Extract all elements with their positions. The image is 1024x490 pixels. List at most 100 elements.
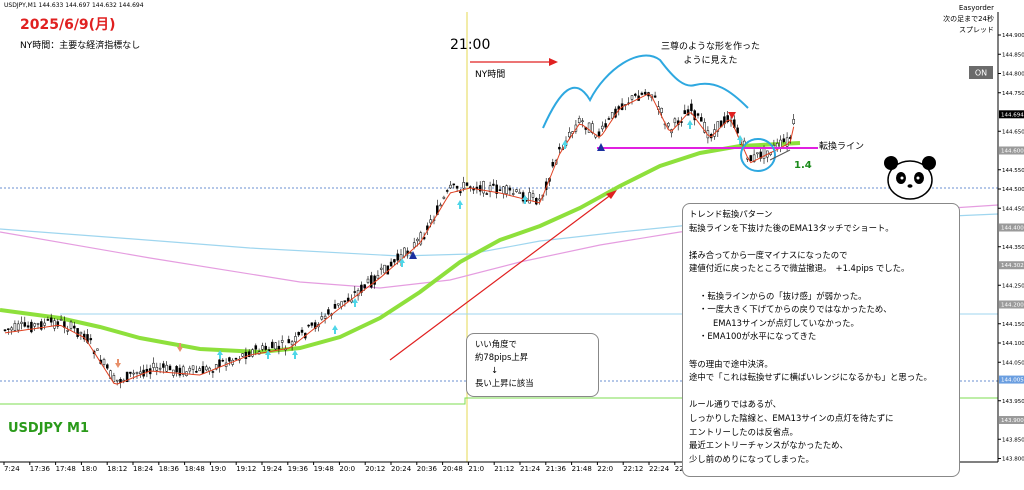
text-line: ・EMA100が水平になってきた <box>699 331 817 342</box>
text-line: しっかりした陰線と、EMA13サインの点灯を待たずに <box>689 412 894 423</box>
candle-body <box>152 362 155 368</box>
candle-body <box>518 191 522 194</box>
candle-body <box>508 187 512 191</box>
candle-body <box>759 151 762 159</box>
pattern-note-line: 三尊のような形を作った <box>661 42 761 52</box>
candle-body <box>178 367 182 376</box>
price-label: 144.100 <box>1002 341 1024 347</box>
candle-body <box>445 190 449 192</box>
time-label: 17:48 <box>56 465 76 473</box>
text-line: エントリーしたのは反省点。 <box>689 426 798 437</box>
arrow-head <box>549 58 558 66</box>
candle-body <box>505 185 508 194</box>
candle-body <box>125 371 129 382</box>
candle-body <box>310 322 314 326</box>
candle-body <box>307 324 310 327</box>
commentary-box: トレンド転換パターン 転換ラインを下抜けた後のEMA13タッチでショート。 揉み合っ… <box>682 203 960 477</box>
candle-body <box>175 366 178 373</box>
candle-body <box>482 181 485 194</box>
candle-body <box>416 238 419 242</box>
candle-body <box>478 185 482 192</box>
time-label: 19:0 <box>210 465 226 473</box>
time-label: 19:36 <box>288 465 309 473</box>
candle-body <box>634 93 637 96</box>
ea-line: 次の足まで24秒 <box>943 15 994 23</box>
candle-body <box>76 328 79 337</box>
time-label: 19:48 <box>314 465 334 473</box>
candle-body <box>23 322 27 327</box>
price-label: 143.850 <box>1002 437 1024 443</box>
price-label: 143.950 <box>1002 399 1024 405</box>
candle-body <box>191 365 195 370</box>
candle-body <box>73 325 76 329</box>
candle-body <box>452 183 456 186</box>
candle-body <box>313 322 317 329</box>
candle-body <box>297 331 300 336</box>
pattern-note-line: ように見えた <box>683 56 738 66</box>
candle-body <box>630 95 634 100</box>
candle-body <box>587 122 591 133</box>
time-label: 20:12 <box>365 465 385 473</box>
price-marker-label: 144.005 <box>1001 378 1024 384</box>
candle-body <box>363 284 366 289</box>
candle-body <box>449 184 452 189</box>
candle-body <box>59 319 63 321</box>
time-label: 18:12 <box>107 465 127 473</box>
candle-body <box>696 113 700 116</box>
text-line: 揉み合ってから一度マイナスになったので <box>689 249 848 260</box>
text-line: 建値付近に戻ったところで微益撤退。 +1.4pips でした。 <box>689 263 910 274</box>
candle-body <box>129 371 132 374</box>
candle-body <box>660 107 663 113</box>
candle-body <box>495 184 498 194</box>
price-label: 144.800 <box>1002 72 1024 78</box>
candle-body <box>379 267 383 270</box>
date-title: 2025/6/9(月) <box>20 17 116 33</box>
bubble-line: 長い上昇に該当 <box>475 378 534 388</box>
candle-body <box>485 193 489 195</box>
candle-body <box>667 123 670 127</box>
on-button-label[interactable]: ON <box>975 69 987 78</box>
candle-body <box>40 321 43 330</box>
candle-body <box>376 275 380 279</box>
candle-body <box>221 359 225 362</box>
speech-bubble: いい角度で 約78pips上昇 ↓ 長い上昇に該当 <box>466 333 599 397</box>
time-label: 20:0 <box>339 465 355 473</box>
text-line: 少し前のめりになってしまった。 <box>689 453 814 464</box>
paragraph: 揉み合ってから一度マイナスになったので建値付近に戻ったところで微益撤退。 +1.… <box>689 249 953 276</box>
candle-body <box>323 315 327 319</box>
on-button[interactable] <box>969 66 993 79</box>
price-label: 144.250 <box>1002 283 1024 289</box>
candle-body <box>640 92 644 95</box>
candle-body <box>703 122 706 133</box>
candle-body <box>241 353 244 357</box>
candle-body <box>264 345 267 350</box>
time-label: 17:36 <box>30 465 51 473</box>
candle-body <box>601 125 604 130</box>
time-label: 18:24 <box>133 465 154 473</box>
candle-body <box>36 323 40 325</box>
text-line: 途中で「これは転換せずに横ばいレンジになるかも」と思った。 <box>689 372 932 383</box>
candle-body <box>13 323 17 331</box>
time-label: 21:0 <box>468 465 484 473</box>
session-note: NY時間：主要な経済指標なし <box>20 41 141 51</box>
ea-line: Easyorder <box>958 4 994 12</box>
time-label: 20:24 <box>391 465 412 473</box>
buy-signal <box>522 195 528 204</box>
candle-body <box>56 321 60 327</box>
candle-body <box>290 341 294 346</box>
candle-body <box>683 110 687 115</box>
arrow-head <box>606 190 617 199</box>
price-label: 144.900 <box>1002 33 1024 39</box>
symbol-label: USDJPY M1 <box>8 421 89 436</box>
candle-body <box>442 196 446 199</box>
price-marker-label: 144.694 <box>1001 112 1024 118</box>
buy-signal <box>217 350 223 359</box>
candle-body <box>736 127 739 134</box>
time-label: 21:48 <box>572 465 592 473</box>
candle-body <box>412 242 416 248</box>
buy-signal <box>687 120 693 129</box>
candle-body <box>112 375 116 383</box>
candle-body <box>785 137 789 147</box>
candle-body <box>53 320 56 329</box>
